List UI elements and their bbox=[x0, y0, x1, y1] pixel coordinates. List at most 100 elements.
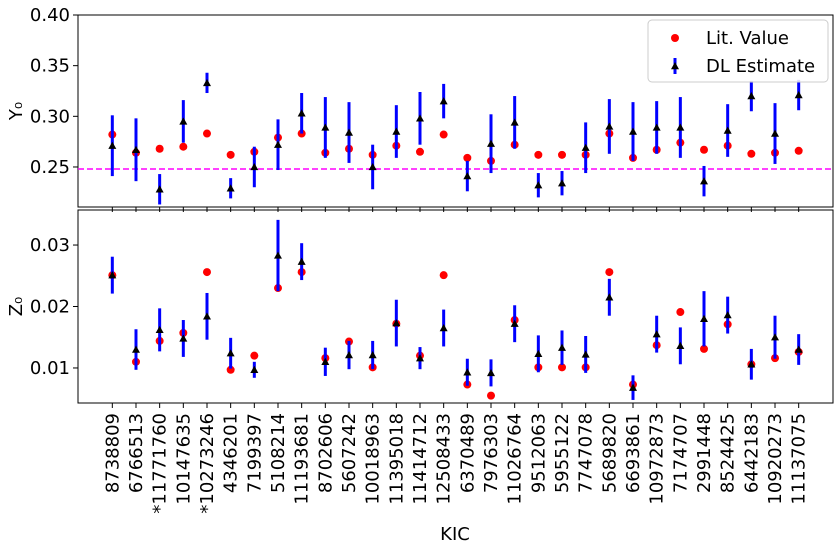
x-tick-label: 6442183 bbox=[741, 413, 762, 493]
point bbox=[581, 350, 590, 358]
point bbox=[321, 123, 330, 131]
point bbox=[297, 257, 306, 265]
point bbox=[676, 308, 685, 317]
point bbox=[510, 319, 519, 327]
point bbox=[155, 144, 164, 153]
point bbox=[415, 114, 424, 122]
point bbox=[463, 172, 472, 180]
point bbox=[368, 351, 377, 359]
point bbox=[179, 334, 188, 342]
point bbox=[250, 365, 259, 374]
legend-marker bbox=[671, 62, 679, 70]
x-tick-label: 5955122 bbox=[552, 413, 573, 493]
point bbox=[747, 149, 756, 158]
point bbox=[558, 343, 567, 351]
point bbox=[155, 185, 164, 193]
x-tick-label: 8702606 bbox=[315, 413, 336, 493]
point bbox=[415, 147, 424, 156]
x-tick-label: 5689820 bbox=[599, 413, 620, 493]
x-tick-label: 11395018 bbox=[386, 413, 407, 505]
point bbox=[723, 311, 732, 319]
y-tick-label: 0.01 bbox=[30, 358, 70, 379]
y-tick-label: 0.03 bbox=[30, 235, 70, 256]
point bbox=[344, 351, 353, 359]
point bbox=[273, 251, 282, 259]
point bbox=[131, 345, 140, 353]
point bbox=[487, 139, 496, 147]
point bbox=[700, 177, 709, 185]
point bbox=[392, 319, 401, 327]
point bbox=[179, 142, 188, 151]
x-axis-label: KIC bbox=[440, 524, 470, 545]
x-tick-label: 12508433 bbox=[434, 413, 455, 505]
point bbox=[344, 128, 353, 136]
plot-frame bbox=[77, 14, 834, 208]
x-tick-label: 10147635 bbox=[173, 413, 194, 505]
point bbox=[108, 141, 117, 149]
point bbox=[629, 127, 638, 135]
point bbox=[652, 330, 661, 338]
point bbox=[368, 162, 377, 171]
point bbox=[605, 293, 614, 301]
x-tick-label: 11026764 bbox=[505, 413, 526, 505]
point bbox=[226, 184, 235, 192]
point bbox=[794, 146, 803, 155]
plot-frame bbox=[77, 209, 834, 404]
point bbox=[439, 271, 448, 280]
y-tick-label: 0.30 bbox=[30, 106, 70, 127]
point bbox=[558, 363, 567, 372]
point bbox=[487, 391, 496, 400]
x-tick-label: *11771760 bbox=[150, 413, 171, 514]
x-tick-label: 6370489 bbox=[457, 413, 478, 493]
point bbox=[534, 181, 543, 189]
y-axis-label: Z₀ bbox=[6, 297, 27, 317]
x-tick-label: 2991448 bbox=[694, 413, 715, 493]
point bbox=[558, 150, 567, 159]
point bbox=[202, 268, 211, 277]
point bbox=[155, 325, 164, 334]
point bbox=[747, 360, 756, 368]
x-tick-label: 7747078 bbox=[576, 413, 597, 493]
point bbox=[273, 140, 282, 148]
point bbox=[439, 130, 448, 139]
point bbox=[629, 383, 638, 391]
point bbox=[676, 341, 685, 350]
x-tick-label: 8738809 bbox=[102, 413, 123, 493]
x-tick-label: 6766513 bbox=[126, 413, 147, 493]
point bbox=[202, 129, 211, 138]
point bbox=[652, 123, 661, 131]
point bbox=[771, 333, 780, 341]
x-tick-label: 7199397 bbox=[244, 413, 265, 493]
legend-marker bbox=[671, 34, 679, 42]
legend-label: Lit. Value bbox=[706, 28, 789, 49]
point bbox=[415, 354, 424, 362]
y-axis-label: Y₀ bbox=[6, 102, 27, 121]
point bbox=[108, 271, 117, 279]
x-tick-label: *10273246 bbox=[197, 413, 218, 514]
point bbox=[510, 118, 519, 126]
point bbox=[226, 365, 235, 374]
point bbox=[439, 97, 448, 105]
point bbox=[581, 143, 590, 151]
legend-label: DL Estimate bbox=[706, 56, 815, 77]
y-tick-label: 0.02 bbox=[30, 297, 70, 318]
point bbox=[700, 344, 709, 353]
x-tick-label: 10018963 bbox=[363, 413, 384, 505]
point bbox=[534, 349, 543, 358]
point bbox=[747, 92, 756, 100]
point bbox=[558, 179, 567, 187]
point bbox=[676, 123, 685, 131]
x-tick-label: 5607242 bbox=[339, 413, 360, 493]
x-tick-label: 7976303 bbox=[481, 413, 502, 493]
legend-box bbox=[647, 19, 829, 83]
point bbox=[463, 153, 472, 162]
x-tick-label: 11137075 bbox=[789, 413, 810, 505]
point bbox=[321, 357, 330, 366]
y-tick-label: 0.25 bbox=[30, 157, 70, 178]
point bbox=[131, 145, 140, 153]
x-tick-label: 10920273 bbox=[765, 413, 786, 505]
point bbox=[700, 145, 709, 154]
point bbox=[605, 268, 614, 277]
x-tick-label: 9512063 bbox=[528, 413, 549, 493]
x-tick-label: 7174707 bbox=[670, 413, 691, 493]
